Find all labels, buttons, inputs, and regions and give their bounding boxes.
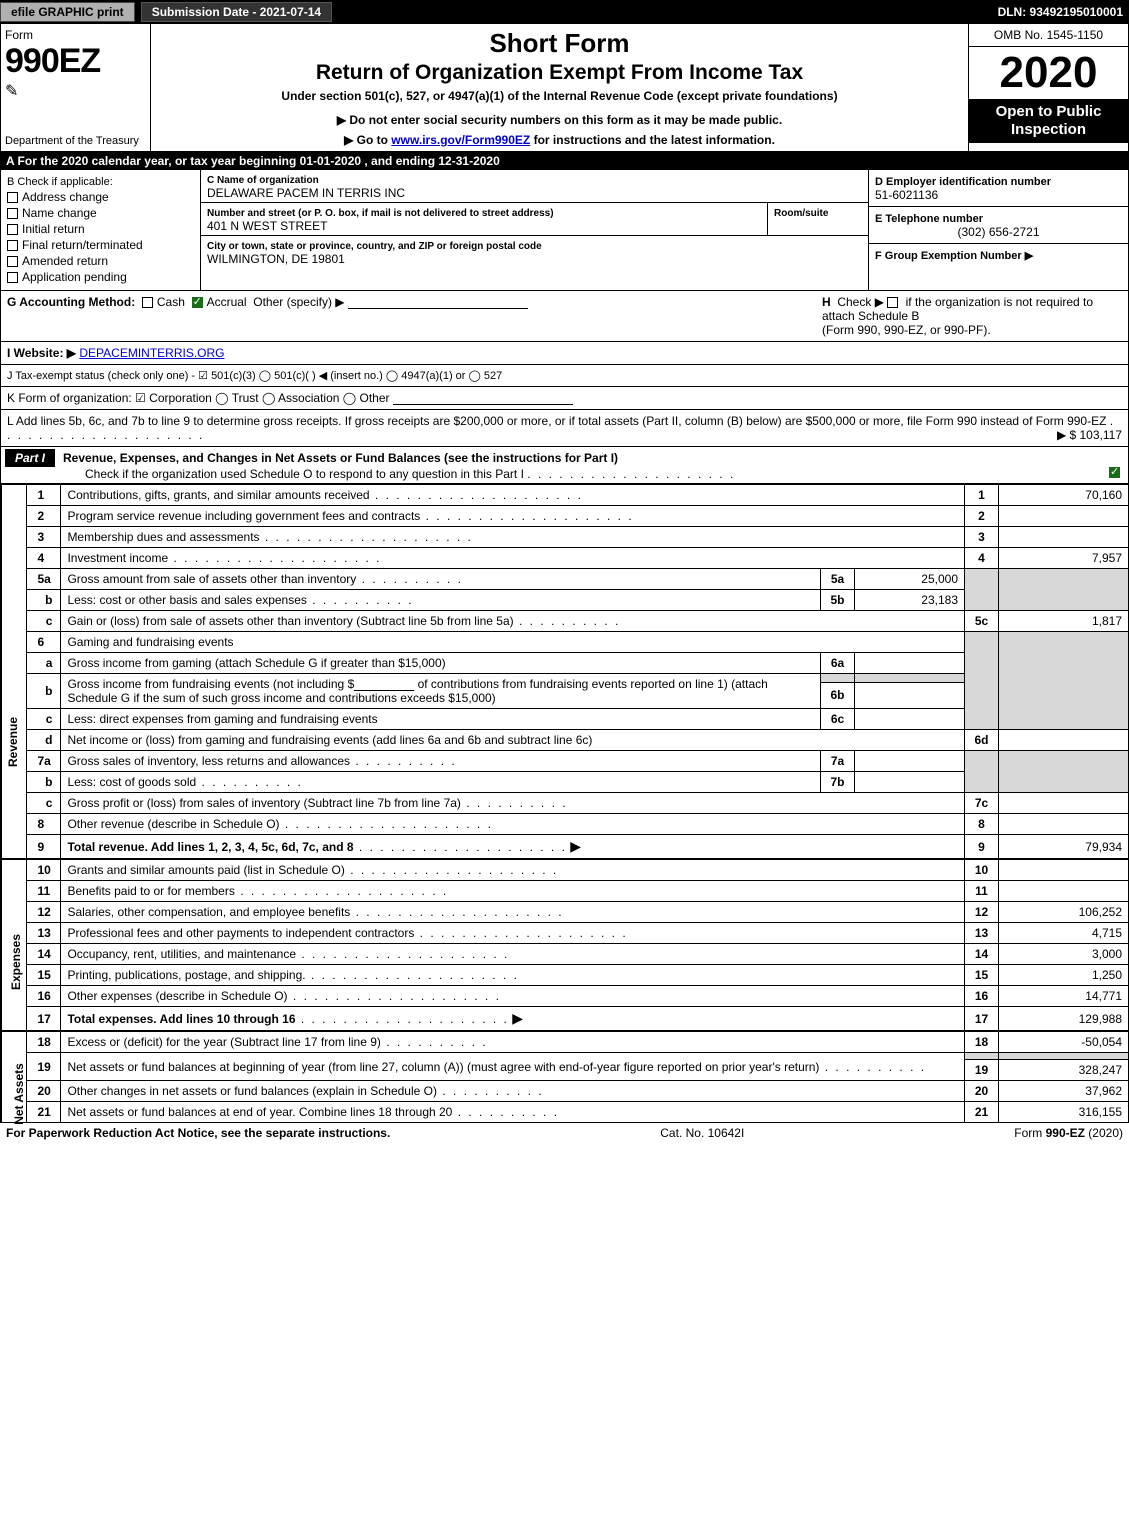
paperwork-notice: For Paperwork Reduction Act Notice, see … xyxy=(6,1126,390,1140)
ein-value: 51-6021136 xyxy=(875,188,938,202)
line15-amount: 1,250 xyxy=(999,965,1129,986)
year-block: OMB No. 1545-1150 2020 Open to Public In… xyxy=(968,24,1128,151)
netassets-table: 18Excess or (deficit) for the year (Subt… xyxy=(26,1031,1129,1123)
form-title-block: Short Form Return of Organization Exempt… xyxy=(151,24,968,151)
org-name: DELAWARE PACEM IN TERRIS INC xyxy=(207,186,405,200)
line5b-amount: 23,183 xyxy=(855,590,965,611)
subtitle-section: Under section 501(c), 527, or 4947(a)(1)… xyxy=(157,89,962,103)
other-specify-input[interactable] xyxy=(348,295,528,309)
cat-no: Cat. No. 10642I xyxy=(660,1126,744,1140)
line16-amount: 14,771 xyxy=(999,986,1129,1007)
open-to-public: Open to Public xyxy=(973,103,1124,121)
phone-block: E Telephone number (302) 656-2721 xyxy=(869,207,1128,244)
inspection-label: Inspection xyxy=(973,121,1124,139)
form-word: Form xyxy=(5,28,146,42)
tax-exempt-status: J Tax-exempt status (check only one) - ☑… xyxy=(0,365,1129,387)
line18-amount: -50,054 xyxy=(999,1032,1129,1053)
phone-value: (302) 656-2721 xyxy=(875,225,1122,239)
line9-amount: 79,934 xyxy=(999,835,1129,859)
street-address: 401 N WEST STREET xyxy=(207,219,327,233)
irs-link[interactable]: www.irs.gov/Form990EZ xyxy=(391,133,530,147)
chk-accrual[interactable] xyxy=(192,297,203,308)
line20-amount: 37,962 xyxy=(999,1081,1129,1102)
expenses-table: 10Grants and similar amounts paid (list … xyxy=(26,859,1129,1031)
b-check-label: B Check if applicable: xyxy=(7,176,194,188)
expenses-vlabel: Expenses xyxy=(1,859,26,1031)
ssn-warning: ▶ Do not enter social security numbers o… xyxy=(157,113,962,127)
revenue-vlabel: Revenue xyxy=(1,484,26,859)
city-state-zip: WILMINGTON, DE 19801 xyxy=(207,252,345,266)
form-number: 990EZ xyxy=(5,42,146,81)
goto-link-line: ▶ Go to www.irs.gov/Form990EZ for instru… xyxy=(157,133,962,147)
line1-amount: 70,160 xyxy=(999,485,1129,506)
submission-date-button[interactable]: Submission Date - 2021-07-14 xyxy=(141,2,332,22)
page-footer: For Paperwork Reduction Act Notice, see … xyxy=(0,1123,1129,1143)
row-l-gross-receipts: L Add lines 5b, 6c, and 7b to line 9 to … xyxy=(0,410,1129,447)
chk-application-pending[interactable] xyxy=(7,272,18,283)
dept-label: Department of the Treasury xyxy=(5,135,139,147)
line21-amount: 316,155 xyxy=(999,1102,1129,1123)
return-title: Return of Organization Exempt From Incom… xyxy=(157,61,962,85)
line12-amount: 106,252 xyxy=(999,902,1129,923)
tax-year: 2020 xyxy=(969,47,1128,99)
website-label: I Website: ▶ xyxy=(7,346,76,360)
ein-block: D Employer identification number 51-6021… xyxy=(869,170,1128,207)
room-suite-block: Room/suite xyxy=(768,203,868,235)
line5c-amount: 1,817 xyxy=(999,611,1129,632)
form-ref: Form 990-EZ (2020) xyxy=(1014,1126,1123,1140)
chk-final-return[interactable] xyxy=(7,240,18,251)
section-b-checkboxes: B Check if applicable: Address change Na… xyxy=(1,170,201,290)
chk-amended-return[interactable] xyxy=(7,256,18,267)
chk-cash[interactable] xyxy=(142,297,153,308)
chk-name-change[interactable] xyxy=(7,208,18,219)
line14-amount: 3,000 xyxy=(999,944,1129,965)
line6b-contrib-input[interactable] xyxy=(354,677,414,691)
street-block: Number and street (or P. O. box, if mail… xyxy=(201,203,768,235)
short-form-title: Short Form xyxy=(157,28,962,59)
part1-header: Part I Revenue, Expenses, and Changes in… xyxy=(5,449,1124,467)
form-of-organization: K Form of organization: ☑ Corporation ◯ … xyxy=(0,387,1129,410)
chk-initial-return[interactable] xyxy=(7,224,18,235)
group-exemption-block: F Group Exemption Number ▶ xyxy=(869,244,1128,290)
header-bar: efile GRAPHIC print Submission Date - 20… xyxy=(0,0,1129,24)
form-id-block: Form 990EZ ✎ Department of the Treasury xyxy=(1,24,151,151)
line13-amount: 4,715 xyxy=(999,923,1129,944)
line5a-amount: 25,000 xyxy=(855,569,965,590)
line4-amount: 7,957 xyxy=(999,548,1129,569)
accounting-method: G Accounting Method: Cash Accrual Other … xyxy=(7,295,528,309)
dln-label: DLN: 93492195010001 xyxy=(998,5,1129,19)
chk-schedule-o[interactable] xyxy=(1109,467,1120,478)
netassets-vlabel: Net Assets xyxy=(1,1031,26,1123)
row-a-tax-year: A For the 2020 calendar year, or tax yea… xyxy=(0,152,1129,170)
revenue-table: 1Contributions, gifts, grants, and simil… xyxy=(26,484,1129,859)
line19-amount: 328,247 xyxy=(999,1060,1129,1081)
website-link[interactable]: DEPACEMINTERRIS.ORG xyxy=(79,346,224,360)
chk-address-change[interactable] xyxy=(7,192,18,203)
h-check-block: H Check ▶ if the organization is not req… xyxy=(822,295,1122,337)
efile-print-button[interactable]: efile GRAPHIC print xyxy=(0,2,135,22)
part1-checknote: Check if the organization used Schedule … xyxy=(85,467,524,481)
part1-tag: Part I xyxy=(5,449,55,467)
omb-number: OMB No. 1545-1150 xyxy=(969,24,1128,47)
other-org-input[interactable] xyxy=(393,391,573,405)
part1-title: Revenue, Expenses, and Changes in Net As… xyxy=(63,451,618,465)
org-name-block: C Name of organization DELAWARE PACEM IN… xyxy=(201,170,868,203)
line17-amount: 129,988 xyxy=(999,1007,1129,1031)
city-block: City or town, state or province, country… xyxy=(201,236,868,268)
chk-h[interactable] xyxy=(887,297,898,308)
gross-receipts-amount: ▶ $ 103,117 xyxy=(1057,428,1122,442)
